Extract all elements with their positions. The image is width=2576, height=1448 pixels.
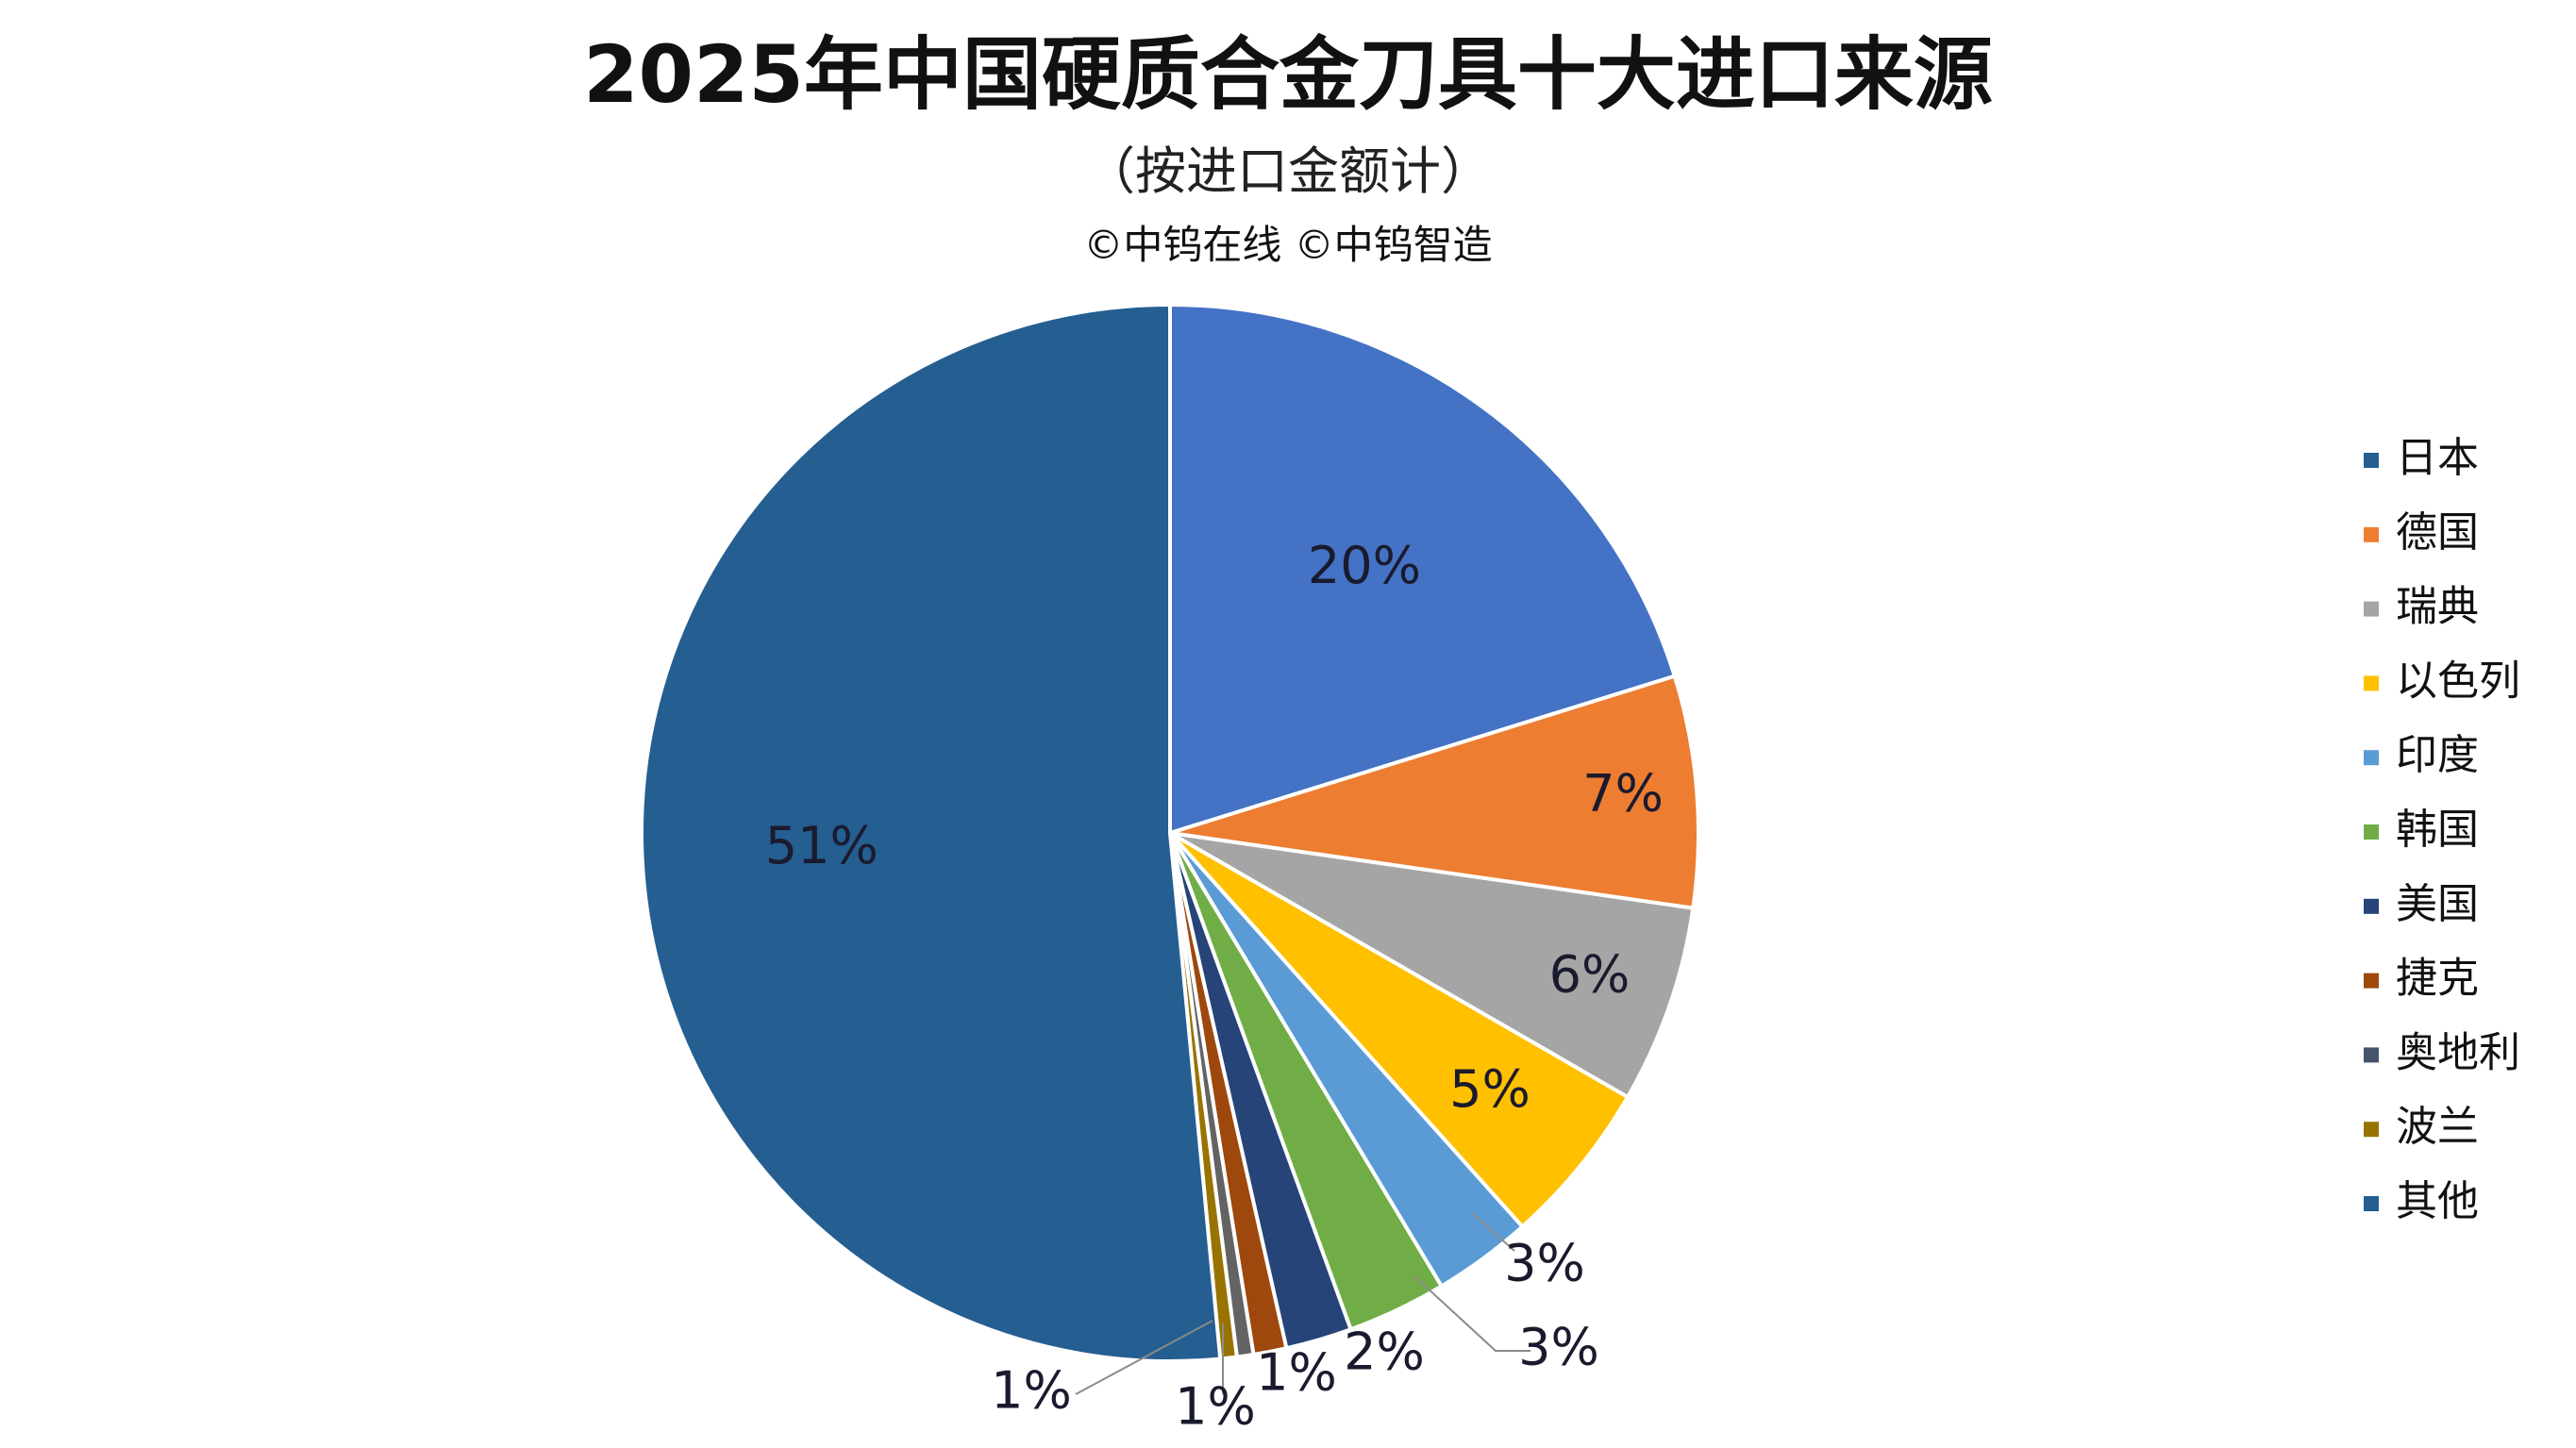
chart-source: ©中钨在线 ©中钨智造 [1083,222,1492,268]
pie-slice-cat-3 [1168,831,1631,1230]
leader-line-cat-9 [1075,1320,1213,1395]
slice-label-cat-8: 1% [1175,1377,1256,1437]
pie-slices [639,302,1700,1363]
pie-slice-cat-10 [639,302,1223,1363]
chart-title: 2025年中国硬质合金刀具十大进口来源 [583,28,1993,121]
legend-label-cat-3: 以色列 [2396,657,2520,705]
leader-line-cat-5 [1413,1274,1531,1352]
legend-swatch-cat-1 [2364,526,2379,542]
chart-subtitle: （按进口金额计） [1084,141,1492,201]
legend-label-cat-10: 其他 [2396,1177,2479,1225]
legend-swatch-cat-5 [2364,824,2379,840]
legend-swatch-cat-0 [2364,453,2379,468]
leader-line-cat-4 [1471,1212,1515,1252]
slice-label-cat-3: 5% [1449,1059,1531,1119]
legend-swatch-cat-2 [2364,601,2379,617]
slice-label-cat-5: 3% [1518,1318,1599,1377]
slice-label-cat-4: 3% [1504,1234,1585,1293]
slice-labels: 20%7%6%5%3%3%2%1%1%1%51% [765,536,1664,1437]
pie-slice-cat-0 [1168,302,1678,836]
legend-label-cat-8: 奥地利 [2396,1028,2520,1076]
legend-swatch-cat-4 [2364,750,2379,766]
slice-label-cat-1: 7% [1582,763,1664,823]
legend-label-cat-9: 波兰 [2396,1103,2479,1151]
legend-swatch-cat-8 [2364,1047,2379,1063]
leader-lines [1075,1212,1531,1395]
legend-swatch-cat-9 [2364,1122,2379,1138]
legend-label-cat-5: 韩国 [2396,806,2479,854]
slice-label-cat-0: 20% [1308,536,1421,595]
pie-slice-cat-2 [1168,831,1696,1100]
legend-label-cat-6: 美国 [2396,880,2479,928]
legend-label-cat-1: 德国 [2396,508,2479,557]
legend-swatch-cat-7 [2364,973,2379,989]
legend-label-cat-4: 印度 [2396,731,2479,779]
slice-label-cat-6: 2% [1344,1323,1425,1382]
slice-label-cat-9: 1% [991,1361,1072,1421]
slice-label-cat-10: 51% [765,816,878,875]
legend-swatch-cat-3 [2364,675,2379,691]
legend-label-cat-0: 日本 [2396,434,2479,482]
slice-label-cat-7: 1% [1256,1343,1337,1403]
legend-label-cat-7: 捷克 [2396,955,2479,1003]
legend-swatch-cat-10 [2364,1196,2379,1211]
legend-label-cat-2: 瑞典 [2396,583,2479,631]
legend-swatch-cat-6 [2364,898,2379,914]
slice-label-cat-2: 6% [1549,945,1631,1005]
